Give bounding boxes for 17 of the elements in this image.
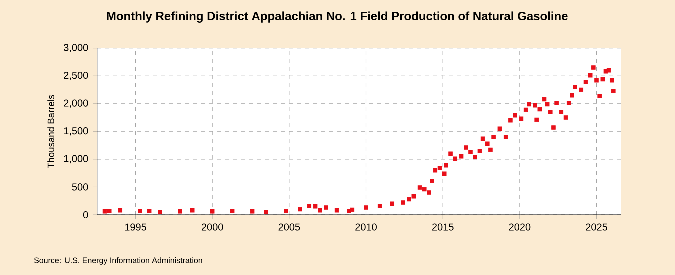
chart-title: Monthly Refining District Appalachian No. 1 Field Production of Natural Gasoline [107, 12, 568, 23]
y-tick-label: 2,000 [64, 100, 88, 108]
y-tick-label: 500 [72, 184, 88, 191]
y-tick-label: 3,000 [64, 44, 88, 52]
x-tick-label: 1995 [125, 224, 146, 231]
x-tick-label: 2010 [356, 224, 377, 231]
x-tick-label: 2005 [278, 224, 300, 231]
y-tick-label: 1,500 [64, 128, 88, 136]
x-tick-label: 2025 [586, 224, 608, 231]
y-tick-label: 1,000 [64, 155, 88, 164]
x-tick-label: 2015 [432, 224, 454, 231]
source-note: Source: U.S. Energy Information Administration [34, 257, 202, 265]
y-axis-title: Thousand Barrels [48, 95, 54, 168]
x-tick-label: 2000 [202, 224, 224, 231]
y-tick-label: 2,500 [64, 72, 88, 80]
y-tick-label: 0 [83, 211, 88, 219]
x-tick-label: 2020 [509, 224, 531, 231]
